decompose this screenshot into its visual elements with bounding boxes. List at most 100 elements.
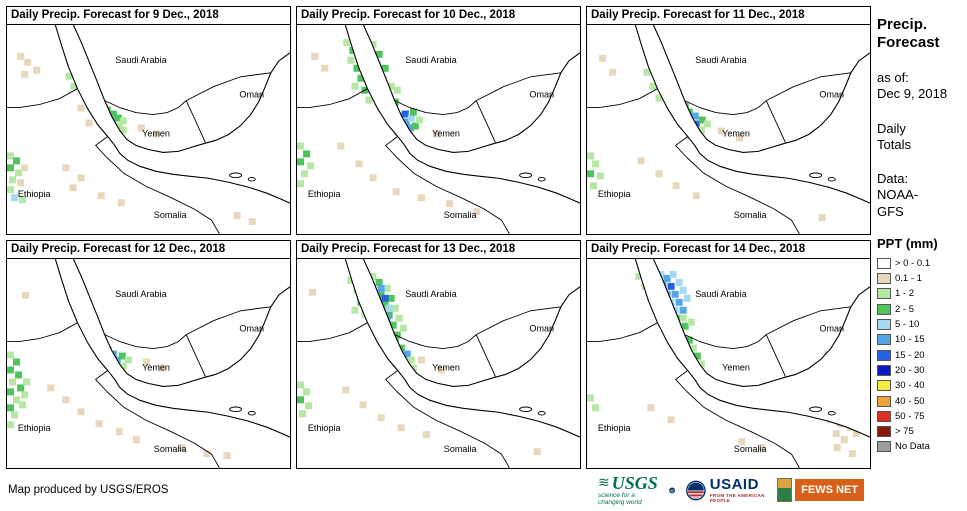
country-label-somalia: Somalia [444,210,477,220]
panel-title: Daily Precip. Forecast for 11 Dec., 2018 [586,6,871,25]
country-label-somalia: Somalia [154,210,187,220]
country-label-yemen: Yemen [142,363,170,373]
coastline [634,259,870,438]
island [537,177,546,182]
legend: > 0 - 0.1 0.1 - 1 1 - 2 2 - 5 5 - 10 10 - 15 1… [877,256,963,455]
country-label-oman: Oman [239,90,264,100]
usgs-tagline: science for a changing world [598,492,642,506]
legend-swatch [877,349,891,361]
country-label-saudi_arabia: Saudi Arabia [695,55,746,65]
legend-row: 0.1 - 1 [877,271,963,286]
logos-row: ≋ USGS science for a changing world USAI… [598,472,864,508]
country-border [674,370,688,392]
forecast-panel-dec14: Daily Precip. Forecast for 14 Dec., 2018… [586,240,871,469]
country-border [587,322,658,343]
country-border [396,157,510,234]
legend-label: 5 - 10 [895,319,920,331]
country-label-oman: Oman [529,90,554,100]
usaid-wordmark: USAID [709,475,759,493]
island [537,411,546,416]
panel-map: Saudi Arabia Oman Yemen Ethiopia Somalia [296,258,581,469]
usaid-logo: USAID FROM THE AMERICAN PEOPLE [686,477,766,504]
island [247,177,256,182]
coastline [652,25,870,153]
country-border [684,100,767,116]
country-label-ethiopia: Ethiopia [308,423,341,433]
country-border [104,100,187,116]
country-border [766,306,851,336]
island [229,406,243,413]
country-border [186,72,271,102]
sidebar: Precip. Forecast as of: Dec 9, 2018 Dail… [877,16,963,455]
legend-swatch [877,273,891,285]
island [827,177,836,182]
legend-swatch [877,410,891,422]
map-credit: Map produced by USGS/EROS [8,484,169,496]
country-border [684,334,767,350]
island [809,172,823,179]
country-label-oman: Oman [819,90,844,100]
island [809,406,823,413]
fewsnet-wordmark: FEWS NET [795,479,864,501]
map-svg: Saudi Arabia Oman Yemen Ethiopia Somalia [7,259,290,468]
country-border [94,370,108,392]
legend-row: 20 - 30 [877,363,963,378]
legend-swatch [877,395,891,407]
legend-label: 15 - 20 [895,349,925,361]
country-border [396,391,510,468]
legend-label: > 75 [895,426,914,438]
country-border [674,136,688,158]
legend-swatch [877,426,891,438]
country-border [686,391,800,468]
country-label-somalia: Somalia [734,444,767,454]
map-svg: Saudi Arabia Oman Yemen Ethiopia Somalia [7,25,290,234]
island [827,411,836,416]
country-label-oman: Oman [239,324,264,334]
panel-map: Saudi Arabia Oman Yemen Ethiopia Somalia [6,258,291,469]
usaid-emblem-icon [686,480,706,500]
legend-label: 2 - 5 [895,303,915,315]
fewsnet-emblem-icon [777,478,793,502]
country-border [686,157,800,234]
legend-label: 50 - 75 [895,410,925,422]
noaa-logo [668,487,675,493]
legend-swatch [877,380,891,392]
legend-label: 30 - 40 [895,380,925,392]
legend-row: > 75 [877,424,963,439]
forecast-panel-dec12: Daily Precip. Forecast for 12 Dec., 2018… [6,240,291,469]
panel-title: Daily Precip. Forecast for 9 Dec., 2018 [6,6,291,25]
country-border [7,322,78,343]
panel-title: Daily Precip. Forecast for 10 Dec., 2018 [296,6,581,25]
forecast-panel-dec13: Daily Precip. Forecast for 13 Dec., 2018… [296,240,581,469]
legend-swatch [877,334,891,346]
country-label-saudi_arabia: Saudi Arabia [115,55,166,65]
panel-title: Daily Precip. Forecast for 13 Dec., 2018 [296,240,581,259]
country-label-somalia: Somalia [154,444,187,454]
panel-title: Daily Precip. Forecast for 14 Dec., 2018 [586,240,871,259]
country-label-somalia: Somalia [444,444,477,454]
country-border [384,136,398,158]
legend-label: 0.1 - 1 [895,273,922,285]
legend-row: 40 - 50 [877,393,963,408]
country-label-yemen: Yemen [142,129,170,139]
country-label-ethiopia: Ethiopia [598,189,631,199]
legend-label: 1 - 2 [895,288,915,300]
sidebar-title: Precip. Forecast [877,16,940,51]
forecast-panel-dec10: Daily Precip. Forecast for 10 Dec., 2018… [296,6,581,235]
legend-row: 5 - 10 [877,317,963,332]
legend-row: 50 - 75 [877,409,963,424]
legend-row: 1 - 2 [877,286,963,301]
legend-row: 30 - 40 [877,378,963,393]
legend-row: No Data [877,439,963,454]
legend-label: > 0 - 0.1 [895,257,931,269]
coastline [54,25,290,204]
country-label-saudi_arabia: Saudi Arabia [695,289,746,299]
usgs-logo: ≋ USGS science for a changing world [598,474,658,506]
country-label-ethiopia: Ethiopia [308,189,341,199]
legend-label: 20 - 30 [895,364,925,376]
usaid-tagline: FROM THE AMERICAN PEOPLE [709,492,765,503]
country-border [104,334,187,350]
country-label-yemen: Yemen [432,129,460,139]
country-border [297,322,368,343]
map-svg: Saudi Arabia Oman Yemen Ethiopia Somalia [297,259,580,468]
